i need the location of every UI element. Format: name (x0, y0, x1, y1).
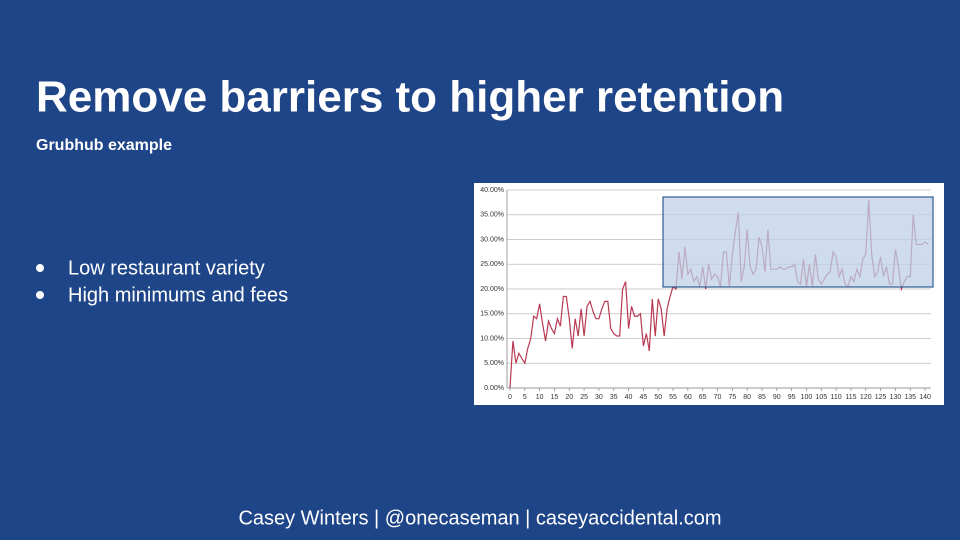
y-tick-label: 5.00% (484, 360, 504, 367)
x-tick-label: 70 (714, 394, 722, 401)
y-tick-label: 40.00% (480, 187, 504, 194)
highlight-box (662, 196, 934, 288)
x-tick-label: 55 (669, 394, 677, 401)
x-tick-label: 0 (508, 394, 512, 401)
bullet-dot (36, 291, 44, 299)
x-tick-label: 20 (565, 394, 573, 401)
x-tick-label: 45 (639, 394, 647, 401)
y-tick-label: 10.00% (480, 335, 504, 342)
x-tick-label: 80 (743, 394, 751, 401)
x-tick-label: 25 (580, 394, 588, 401)
x-tick-label: 130 (890, 394, 902, 401)
x-tick-label: 105 (815, 394, 827, 401)
bullet-dot (36, 264, 44, 272)
x-tick-label: 65 (699, 394, 707, 401)
footer: Casey Winters | @onecaseman | caseyaccid… (238, 507, 721, 529)
x-tick-label: 125 (875, 394, 887, 401)
x-tick-label: 90 (773, 394, 781, 401)
bullet: Low restaurant variety (68, 257, 265, 279)
x-tick-label: 5 (523, 394, 527, 401)
x-tick-label: 60 (684, 394, 692, 401)
x-tick-label: 115 (845, 394, 856, 401)
y-tick-label: 35.00% (480, 212, 504, 219)
x-tick-label: 35 (610, 394, 618, 401)
x-tick-label: 95 (788, 394, 796, 401)
x-tick-label: 85 (758, 394, 766, 401)
y-tick-label: 0.00% (484, 385, 504, 392)
x-tick-label: 120 (860, 394, 872, 401)
x-tick-label: 100 (801, 394, 813, 401)
x-tick-label: 10 (536, 394, 544, 401)
x-tick-label: 50 (654, 394, 662, 401)
y-tick-label: 15.00% (480, 311, 504, 318)
x-tick-label: 135 (904, 394, 916, 401)
bullet: High minimums and fees (68, 284, 288, 306)
y-tick-label: 25.00% (480, 261, 504, 268)
subtitle: Grubhub example (36, 137, 172, 154)
x-tick-label: 140 (919, 394, 931, 401)
y-tick-label: 20.00% (480, 286, 504, 293)
y-tick-label: 30.00% (480, 236, 504, 243)
x-tick-label: 15 (551, 394, 559, 401)
x-tick-label: 75 (728, 394, 736, 401)
x-tick-label: 40 (625, 394, 633, 401)
x-tick-label: 30 (595, 394, 603, 401)
title: Remove barriers to higher retention (36, 73, 784, 122)
x-tick-label: 110 (831, 394, 842, 401)
